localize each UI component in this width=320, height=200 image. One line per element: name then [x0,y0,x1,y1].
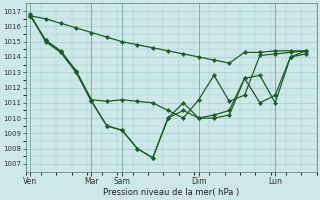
X-axis label: Pression niveau de la mer( hPa ): Pression niveau de la mer( hPa ) [103,188,239,197]
